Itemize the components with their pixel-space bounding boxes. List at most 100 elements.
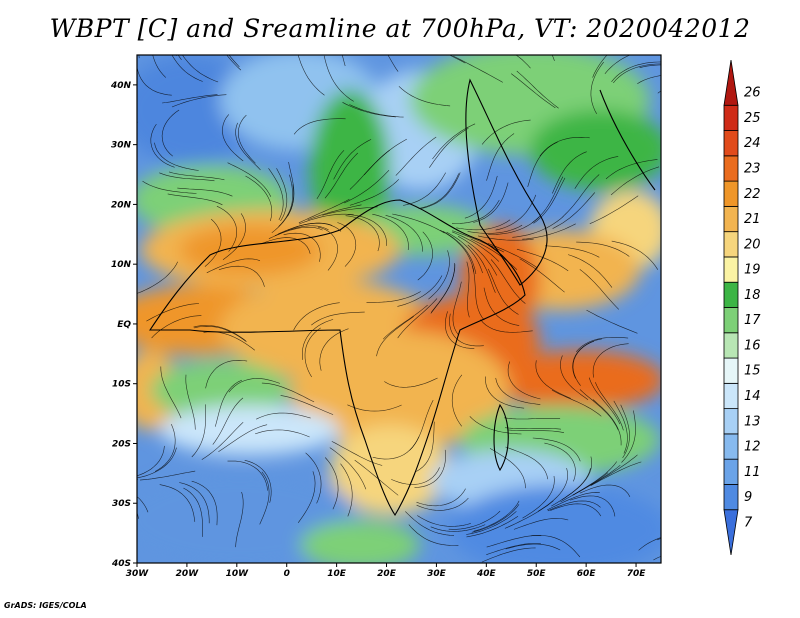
y-tick-label: 30S — [112, 499, 131, 509]
streamline — [568, 254, 613, 288]
streamline — [457, 236, 498, 276]
streamline — [472, 266, 485, 321]
wbpt-field — [137, 55, 661, 563]
streamline — [228, 378, 280, 393]
streamline — [316, 150, 345, 200]
streamline — [146, 303, 200, 322]
colorbar-segment — [723, 180, 739, 207]
streamline — [586, 309, 638, 334]
streamline — [287, 222, 342, 232]
y-tick-label: 40N — [110, 81, 132, 91]
streamline — [464, 175, 498, 219]
streamline — [177, 187, 233, 197]
colorbar-label: 24 — [744, 136, 761, 151]
y-tick-label: 10S — [112, 380, 131, 390]
streamline — [456, 219, 511, 231]
streamline — [637, 75, 661, 84]
streamline — [550, 503, 602, 517]
streamline — [547, 500, 601, 512]
streamline — [638, 537, 661, 551]
streamline — [592, 55, 608, 78]
streamline — [504, 417, 561, 420]
streamline — [572, 340, 595, 386]
streamline — [245, 175, 273, 222]
streamline — [480, 319, 533, 333]
x-tick-label: 0 — [284, 569, 290, 579]
streamline — [138, 55, 140, 59]
streamline — [487, 268, 519, 315]
streamline — [205, 359, 248, 389]
streamline — [560, 355, 589, 400]
streamline — [481, 547, 536, 563]
streamline — [418, 173, 460, 209]
streamline — [177, 55, 182, 60]
streamline — [204, 218, 222, 267]
streamline — [297, 55, 325, 96]
streamline — [488, 216, 540, 235]
y-tick-label: EQ — [117, 320, 131, 330]
streamline — [182, 55, 219, 83]
streamline — [453, 55, 503, 83]
streamline — [244, 460, 272, 503]
streamline — [588, 377, 621, 425]
streamline — [429, 128, 469, 168]
streamline — [227, 162, 272, 197]
streamline — [323, 55, 354, 102]
streamline — [185, 374, 196, 430]
colorbar-label: 9 — [744, 490, 752, 505]
streamline — [490, 259, 526, 304]
streamline — [495, 194, 537, 231]
colorbar-label: 16 — [744, 338, 761, 353]
streamline — [579, 484, 631, 497]
colorbar-segment — [723, 256, 739, 283]
colorbar-label: 7 — [744, 515, 753, 530]
streamline — [467, 224, 523, 234]
streamline — [137, 261, 178, 294]
colorbar-label: 18 — [744, 288, 761, 303]
streamline — [592, 399, 622, 446]
streamline — [255, 429, 310, 438]
streamline — [483, 287, 520, 326]
streamline — [349, 149, 390, 190]
streamline — [576, 241, 630, 257]
streamline — [505, 543, 561, 551]
streamline — [511, 73, 556, 109]
streamline — [237, 114, 256, 164]
streamline — [160, 366, 182, 419]
streamline — [408, 524, 459, 546]
streamline — [417, 231, 433, 281]
x-tick-label: 50E — [527, 569, 547, 579]
streamline — [159, 172, 215, 182]
streamline — [398, 86, 451, 107]
streamline — [212, 397, 244, 445]
streamline — [307, 204, 362, 221]
streamline — [324, 152, 359, 199]
streamline — [420, 172, 461, 209]
streamline — [278, 174, 294, 227]
streamline — [403, 172, 446, 206]
latitude-axis: 40N 30N 20N 10N EQ 10S 20S 30S 40S — [110, 81, 137, 569]
streamlines — [137, 55, 661, 563]
colorbar-label: 25 — [744, 111, 761, 126]
streamline — [440, 229, 475, 273]
streamline — [532, 437, 581, 462]
streamline — [222, 213, 246, 261]
streamline — [547, 492, 600, 511]
streamline — [560, 472, 609, 503]
streamline — [544, 245, 600, 258]
grads-credit: GrADS: IGES/COLA — [4, 601, 87, 610]
streamline — [508, 429, 565, 433]
streamline — [161, 109, 180, 157]
streamline — [570, 495, 616, 517]
y-tick-label: 20S — [112, 439, 131, 449]
streamline — [589, 195, 639, 224]
streamline — [515, 55, 531, 69]
streamline — [392, 213, 445, 234]
colorbar: 7 9 11 12 13 14 15 16 17 18 19 20 21 22 23 24 25 26 — [723, 59, 761, 556]
streamline — [139, 470, 196, 481]
streamline — [397, 298, 438, 339]
streamline — [216, 205, 238, 252]
streamline — [235, 122, 261, 171]
streamline — [466, 515, 519, 538]
streamline — [531, 535, 581, 558]
